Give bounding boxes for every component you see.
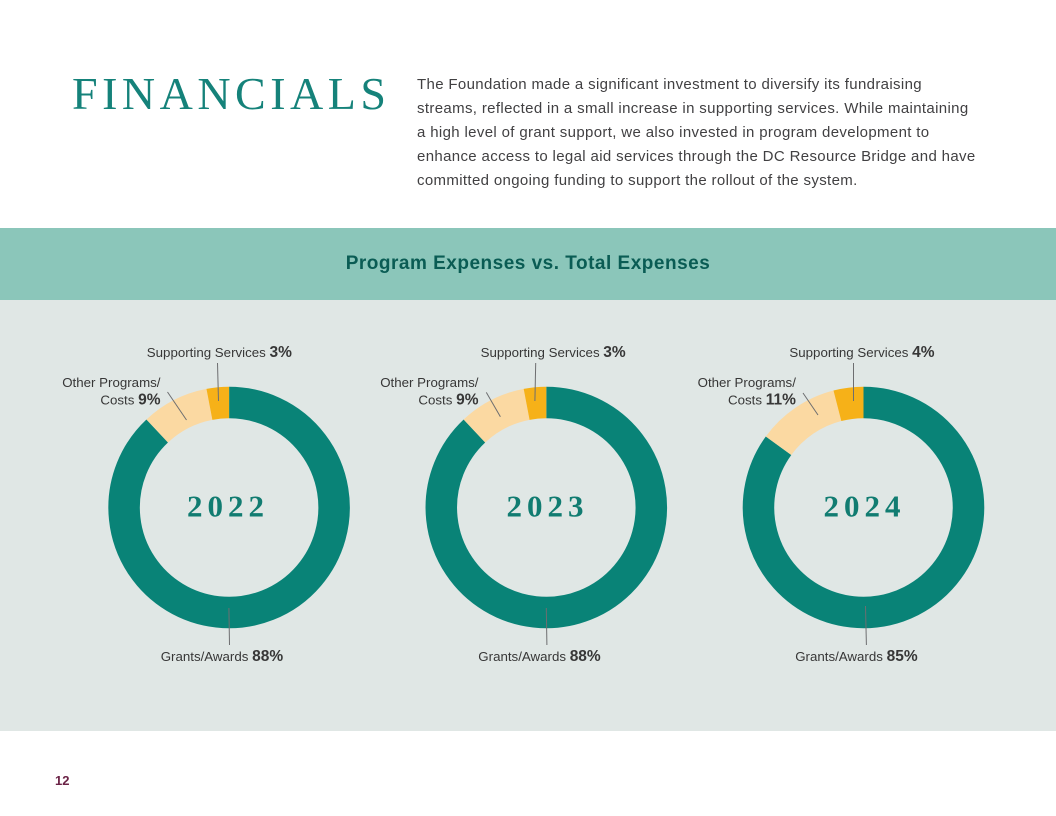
svg-text:Supporting Services 3%: Supporting Services 3% xyxy=(481,344,626,361)
svg-text:Grants/Awards 88%: Grants/Awards 88% xyxy=(161,648,284,665)
svg-text:Grants/Awards 85%: Grants/Awards 85% xyxy=(795,648,918,665)
svg-text:2024: 2024 xyxy=(824,489,906,524)
svg-text:Other Programs/: Other Programs/ xyxy=(62,375,161,390)
svg-text:Other Programs/: Other Programs/ xyxy=(698,375,797,390)
svg-text:Supporting Services 3%: Supporting Services 3% xyxy=(147,344,292,361)
svg-text:2022: 2022 xyxy=(187,489,269,524)
svg-text:Supporting Services 4%: Supporting Services 4% xyxy=(789,344,934,361)
svg-text:Costs 9%: Costs 9% xyxy=(100,392,160,409)
svg-text:Costs 11%: Costs 11% xyxy=(728,392,796,409)
svg-text:Grants/Awards 88%: Grants/Awards 88% xyxy=(478,648,601,665)
svg-text:Costs 9%: Costs 9% xyxy=(418,392,478,409)
svg-text:Other Programs/: Other Programs/ xyxy=(380,375,479,390)
svg-text:2023: 2023 xyxy=(507,489,589,524)
